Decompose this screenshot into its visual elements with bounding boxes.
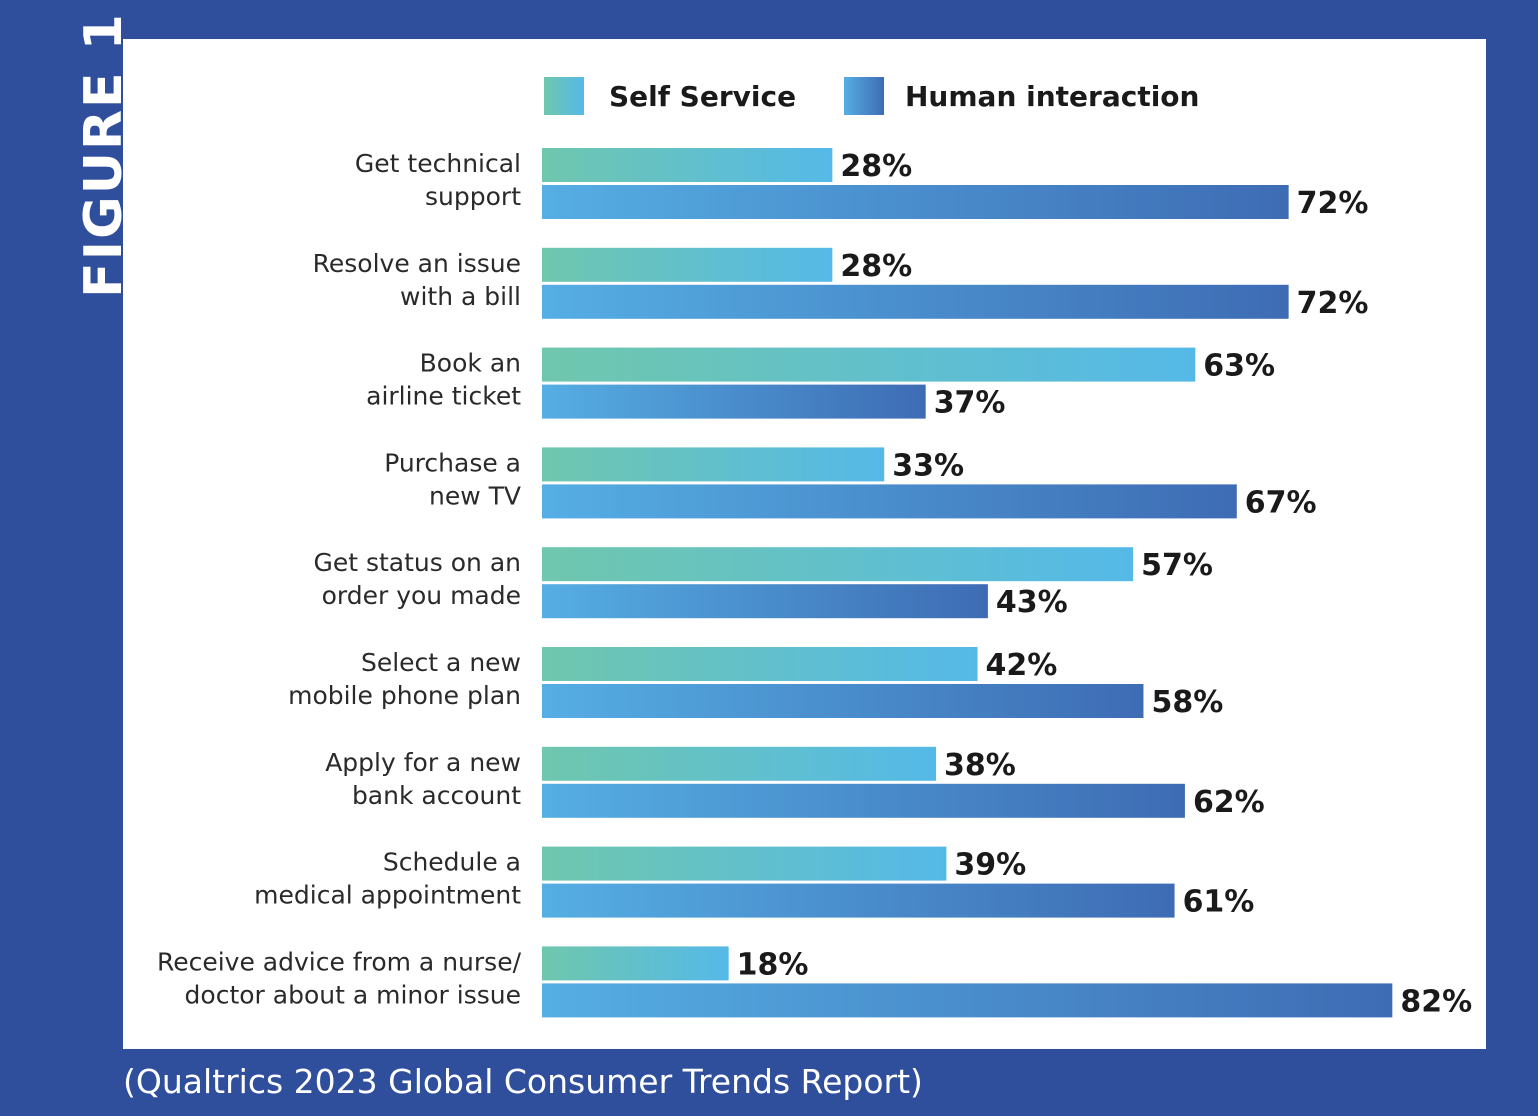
category-label-line: support <box>425 182 521 211</box>
category-label: Get technical support <box>355 149 521 211</box>
value-label: 18% <box>737 947 809 982</box>
bar-self-service <box>542 347 1196 382</box>
category-label-line: Receive advice from a nurse/ <box>157 947 522 976</box>
value-label: 43% <box>996 585 1068 620</box>
category-label: Book an airline ticket <box>366 349 521 411</box>
category-label: Schedule a medical appointment <box>254 848 521 910</box>
category-label: Get status on an order you made <box>313 548 521 610</box>
bar-self-service <box>542 846 947 881</box>
value-label: 33% <box>892 448 964 483</box>
category-label-line: airline ticket <box>366 382 521 411</box>
category-label-line: mobile phone plan <box>288 681 521 710</box>
category-labels: Get technical support Resolve an issue with… <box>157 149 522 1009</box>
legend-label-self-service: Self Service <box>609 80 796 113</box>
value-label: 72% <box>1297 186 1369 221</box>
bar-human-interaction <box>542 684 1144 718</box>
bar-self-service <box>542 647 978 681</box>
bar-self-service <box>542 247 833 282</box>
category-label-line: bank account <box>352 781 521 810</box>
value-label: 63% <box>1203 349 1275 384</box>
category-label-line: medical appointment <box>254 881 521 910</box>
bar-human-interaction <box>542 484 1237 519</box>
category-label: Resolve an issue with a bill <box>313 249 521 311</box>
chart-panel: Self Service Human interaction Get techni… <box>123 39 1486 1049</box>
category-label-line: Schedule a <box>383 848 521 877</box>
category-label-line: Select a new <box>361 648 521 677</box>
bar-self-service <box>542 447 885 482</box>
value-label: 57% <box>1141 548 1213 583</box>
value-label: 62% <box>1193 785 1265 820</box>
category-label-line: Purchase a <box>384 448 521 477</box>
category-label-line: doctor about a minor issue <box>185 980 521 1009</box>
value-label: 39% <box>954 848 1026 883</box>
bar-chart: Self Service Human interaction Get techni… <box>157 77 1472 1019</box>
bar-human-interaction <box>542 983 1393 1018</box>
bar-human-interaction <box>542 883 1175 918</box>
value-label: 37% <box>934 386 1006 421</box>
value-label: 61% <box>1183 885 1255 920</box>
value-label: 28% <box>840 249 912 284</box>
category-label: Purchase a new TV <box>384 448 521 510</box>
bars <box>542 148 1393 1018</box>
category-label-line: with a bill <box>400 282 521 311</box>
value-label: 42% <box>986 648 1058 683</box>
legend-swatch-self-service <box>544 77 584 115</box>
value-labels: 28% 72% 28% 72% 63% 37% 33% 67% 57% 43% 42% 58% 38% 6… <box>737 149 1472 1019</box>
category-label-line: Resolve an issue <box>313 249 521 278</box>
bar-human-interaction <box>542 284 1289 319</box>
bar-human-interaction <box>542 384 926 419</box>
bar-self-service <box>542 148 833 182</box>
category-label-line: Get status on an <box>313 548 521 577</box>
value-label: 38% <box>944 748 1016 783</box>
bar-human-interaction <box>542 783 1185 818</box>
bar-self-service <box>542 946 729 981</box>
value-label: 82% <box>1400 984 1472 1019</box>
value-label: 67% <box>1245 485 1317 520</box>
value-label: 58% <box>1151 685 1223 720</box>
category-label-line: new TV <box>429 481 521 510</box>
category-label-line: Book an <box>420 349 521 378</box>
legend-swatch-human-interaction <box>844 77 884 115</box>
category-label: Apply for a new bank account <box>325 748 521 810</box>
legend-label-human-interaction: Human interaction <box>905 80 1199 113</box>
category-label: Select a new mobile phone plan <box>288 648 521 710</box>
category-label: Receive advice from a nurse/doctor about… <box>157 947 522 1009</box>
category-label-line: Get technical <box>355 149 521 178</box>
category-label-line: order you made <box>322 581 521 610</box>
bar-self-service <box>542 746 937 781</box>
bar-human-interaction <box>542 584 988 619</box>
bar-human-interaction <box>542 185 1289 219</box>
chart-legend: Self Service Human interaction <box>544 77 1199 115</box>
category-label-line: Apply for a new <box>325 748 521 777</box>
value-label: 72% <box>1297 286 1369 321</box>
bar-self-service <box>542 547 1134 582</box>
source-caption: (Qualtrics 2023 Global Consumer Trends R… <box>123 1062 923 1101</box>
value-label: 28% <box>840 149 912 184</box>
